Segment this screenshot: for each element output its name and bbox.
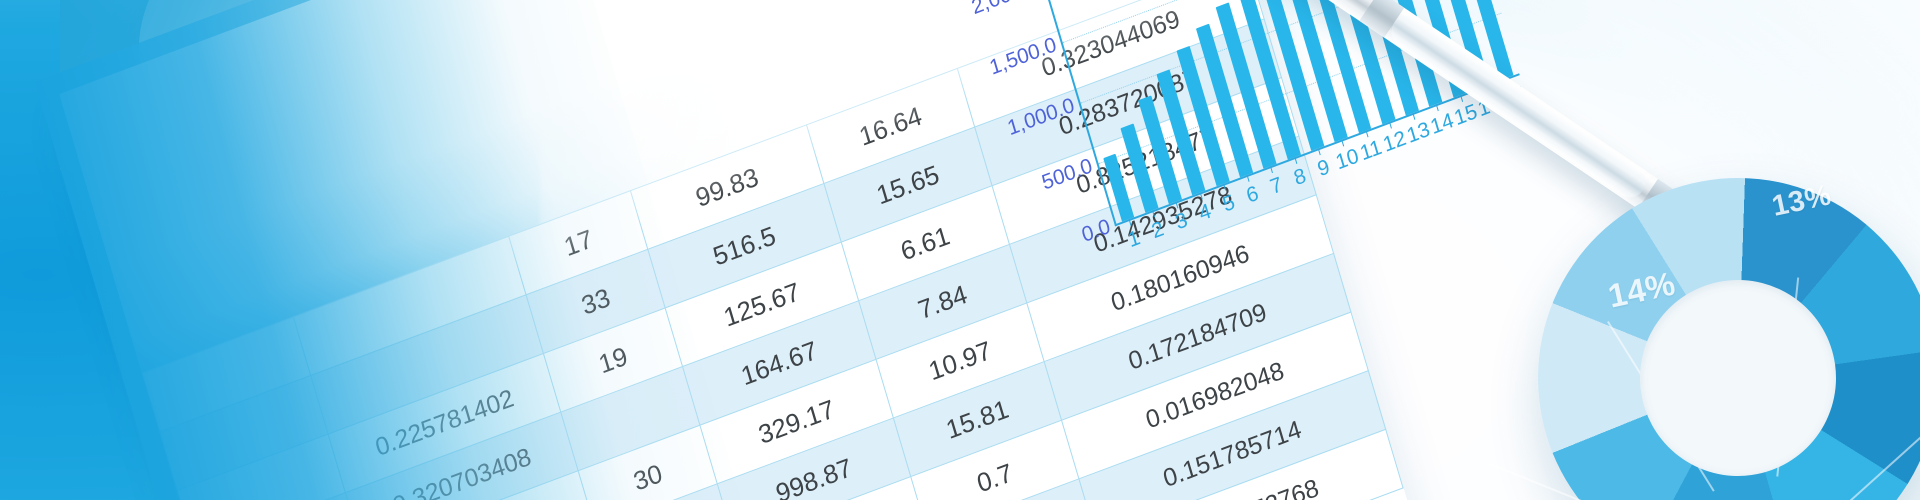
chart-bar — [1102, 153, 1135, 222]
x-axis-tick — [1151, 210, 1155, 218]
x-axis-tick-label: 9 — [1314, 155, 1333, 182]
x-axis-tick — [1365, 130, 1369, 138]
y-axis-tick-label: 0.0 — [1079, 214, 1113, 248]
x-axis-tick — [1270, 165, 1274, 173]
y-axis-tick-label: 1,000.0 — [1004, 93, 1078, 141]
x-axis-tick — [1128, 218, 1132, 227]
x-axis-tick — [1294, 156, 1298, 165]
x-axis-tick-label: 10 — [1333, 144, 1362, 175]
x-axis-tick-label: 1 — [1125, 225, 1143, 253]
x-axis-tick — [1246, 174, 1250, 182]
x-axis-tick-label: 6 — [1243, 181, 1262, 208]
y-axis-tick-label: 2,000.0 — [969, 0, 1041, 20]
x-axis-tick — [1388, 121, 1392, 129]
x-axis-tick — [1317, 148, 1321, 156]
donut-slice-divider — [1840, 374, 1920, 500]
x-axis-tick — [1459, 94, 1463, 103]
x-axis-tick-label: 4 — [1196, 199, 1214, 226]
x-axis-tick — [1412, 112, 1416, 120]
x-axis-tick-label: 7 — [1267, 172, 1285, 200]
y-axis-tick-label: 1,500.0 — [986, 33, 1060, 80]
y-axis-tick-label: 500.0 — [1039, 154, 1096, 195]
x-axis-tick-label: 5 — [1220, 190, 1238, 217]
x-axis-tick — [1175, 201, 1179, 209]
x-axis-tick-label: 8 — [1291, 163, 1309, 191]
x-axis-tick — [1341, 139, 1345, 147]
x-axis-tick-label: 3 — [1172, 208, 1191, 235]
x-axis-tick — [1223, 183, 1226, 191]
x-axis-tick-label: 2 — [1149, 217, 1167, 244]
x-axis-tick — [1199, 192, 1203, 200]
x-axis-tick-label: 11 — [1357, 135, 1385, 166]
x-axis-tick — [1436, 103, 1440, 111]
